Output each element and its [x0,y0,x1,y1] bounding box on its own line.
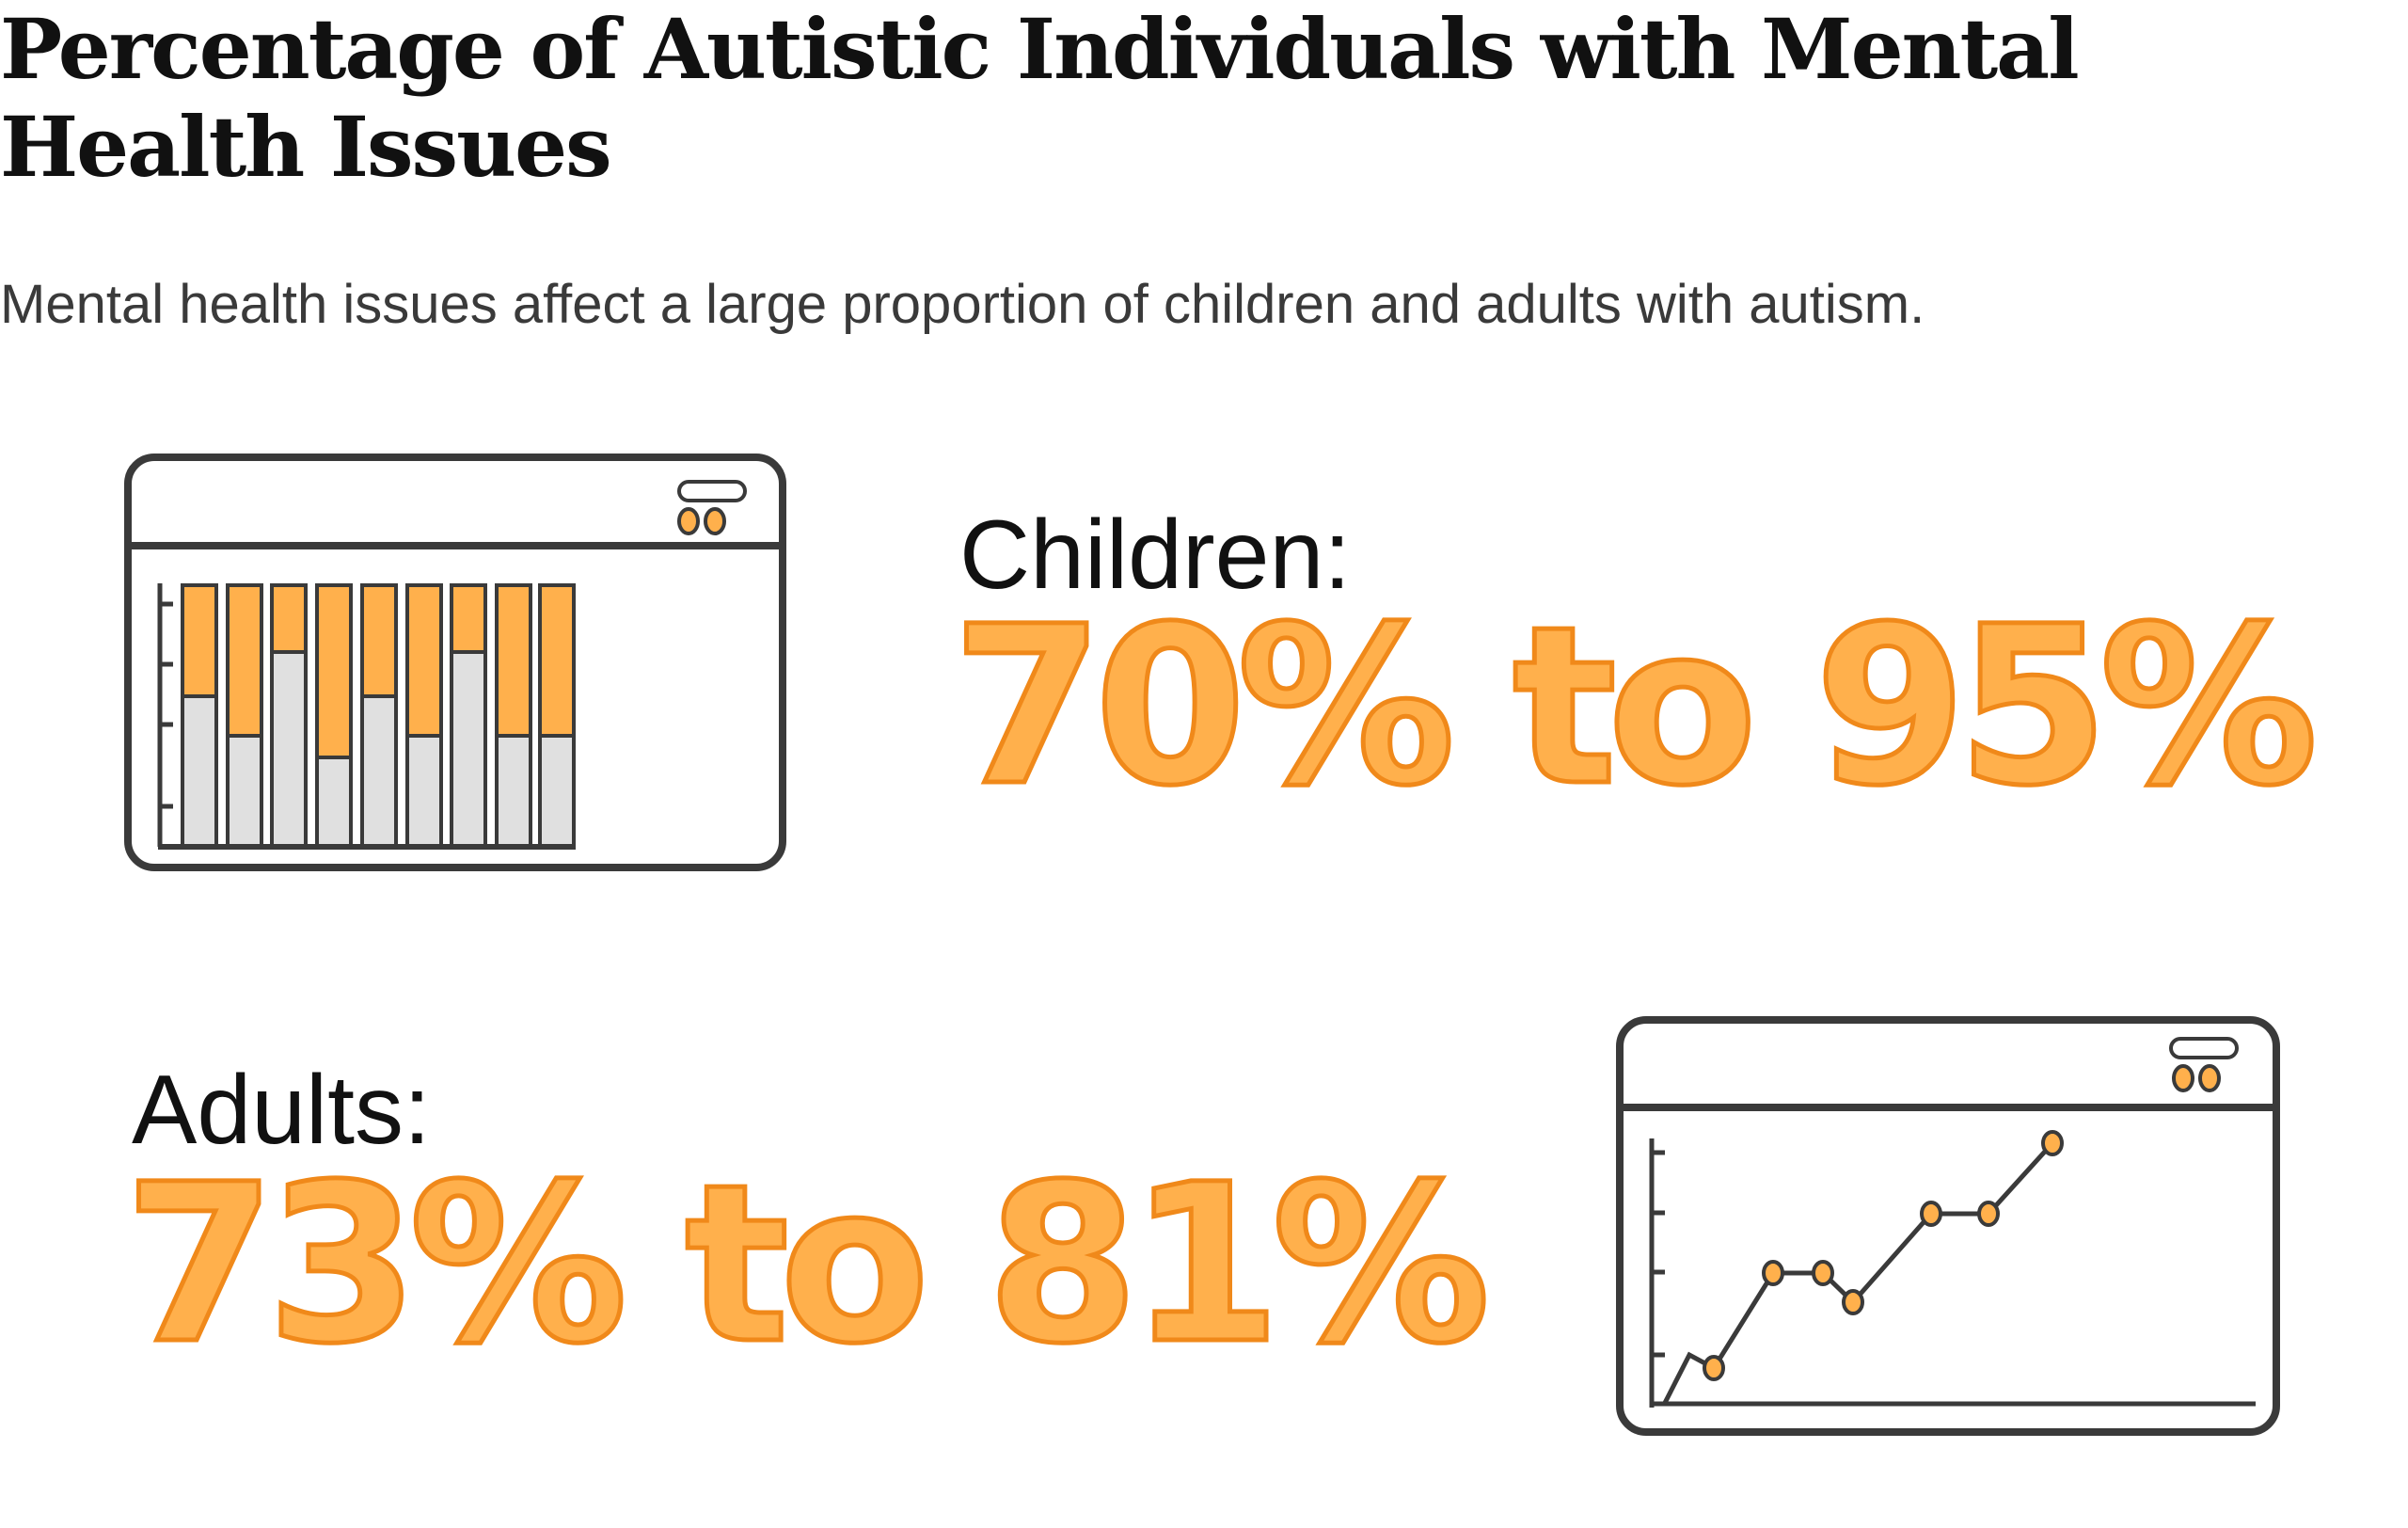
stacked-bar-chart-window-icon [124,454,786,871]
children-stat: 70% to 95% [949,580,2320,834]
page-title: Percentage of Autistic Individuals with … [0,0,2080,196]
page-subtitle: Mental health issues affect a large prop… [0,274,1925,335]
line-chart-window-icon [1616,1016,2280,1436]
children-label: Children: [959,501,1352,610]
adults-label: Adults: [132,1056,431,1165]
adults-stat: 73% to 81% [121,1138,1492,1392]
